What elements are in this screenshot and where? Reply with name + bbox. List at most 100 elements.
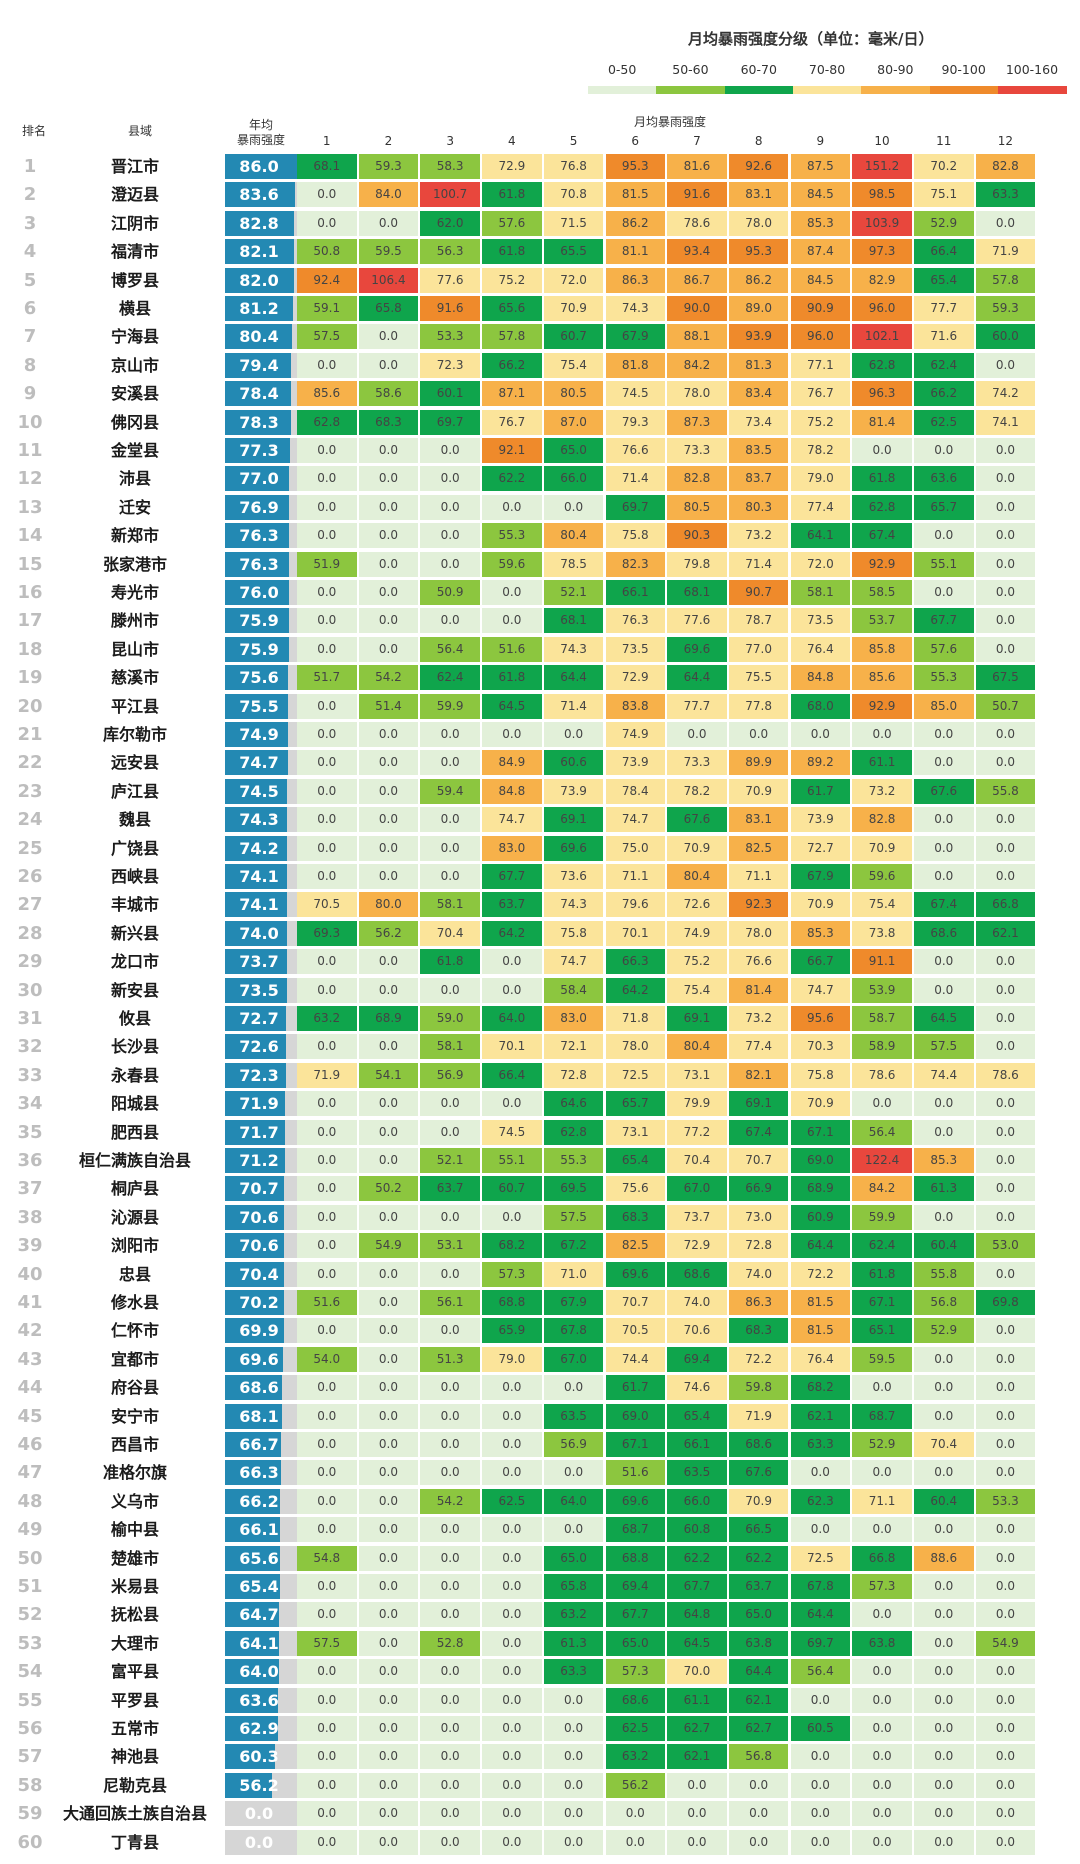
month-cell: 0.0 [358, 1744, 419, 1770]
month-cell: 89.9 [728, 750, 789, 776]
month-cell: 0.0 [790, 1517, 851, 1543]
month-cell: 69.0 [790, 1148, 851, 1173]
annual-bar [225, 977, 287, 1003]
annual-value: 75.9 [239, 639, 279, 659]
month-cell: 0.0 [358, 1346, 419, 1372]
month-cell: 70.9 [728, 1488, 789, 1514]
month-cell: 90.3 [667, 523, 727, 549]
month-cell: 0.0 [914, 1630, 974, 1656]
month-cell: 0.0 [975, 1091, 1036, 1117]
month-cell: 86.7 [667, 267, 727, 293]
month-cell: 62.1 [790, 1403, 851, 1429]
month-cell: 67.6 [728, 1460, 789, 1486]
month-cell: 67.5 [975, 665, 1036, 691]
annual-bar [225, 1006, 286, 1031]
month-cell: 62.5 [914, 409, 974, 435]
annual-value: 73.5 [239, 980, 279, 1000]
month-cell: 58.7 [852, 1006, 912, 1031]
month-cell: 70.9 [543, 296, 604, 321]
month-cell: 69.7 [790, 1630, 851, 1656]
annual-value: 74.7 [239, 753, 279, 773]
month-cell: 0.0 [358, 1659, 419, 1685]
month-cell: 67.7 [914, 608, 974, 634]
month-cell: 84.8 [482, 778, 542, 804]
month-cell: 95.3 [605, 154, 665, 179]
month-cell: 62.1 [728, 1687, 789, 1713]
county-name: 攸县 [118, 1009, 151, 1028]
month-cell: 75.0 [605, 835, 665, 861]
month-cell: 63.5 [667, 1460, 727, 1486]
month-cell: 88.6 [914, 1545, 974, 1571]
month-cell: 66.7 [790, 949, 851, 975]
month-cell: 60.7 [482, 1176, 542, 1202]
month-cell: 0.0 [914, 1517, 974, 1543]
month-cell: 0.0 [975, 1204, 1036, 1230]
month-cell: 0.0 [297, 977, 357, 1003]
annual-bar [225, 1375, 283, 1401]
month-cell: 72.9 [605, 665, 665, 691]
month-cell: 90.9 [790, 296, 851, 321]
month-cell: 0.0 [420, 1403, 480, 1429]
month-cell: 59.3 [975, 296, 1036, 321]
month-cell: 0.0 [420, 1517, 480, 1543]
month-cell: 74.7 [605, 807, 665, 833]
month-cell: 81.5 [790, 1290, 851, 1315]
month-cell: 62.8 [852, 494, 912, 520]
month-cell: 59.9 [852, 1204, 912, 1230]
annual-bar [225, 1574, 280, 1599]
month-cell: 0.0 [914, 1375, 974, 1401]
month-cell: 70.5 [605, 1318, 665, 1344]
county-name: 修水县 [110, 1293, 159, 1312]
annual-bar [225, 1488, 281, 1514]
month-cell: 74.9 [667, 920, 727, 946]
month-cell: 0.0 [975, 1403, 1036, 1429]
month-cell: 92.3 [728, 892, 789, 918]
month-cell: 0.0 [914, 722, 974, 747]
month-cell: 69.7 [420, 409, 480, 435]
month-cell: 65.4 [667, 1403, 727, 1429]
month-cell: 74.7 [482, 807, 542, 833]
month-cell: 0.0 [914, 523, 974, 549]
month-cell: 65.5 [543, 239, 604, 265]
annual-bar [225, 1148, 285, 1173]
month-cell: 0.0 [358, 1574, 419, 1599]
month-cell: 64.5 [667, 1630, 727, 1656]
county-name: 榆中县 [110, 1520, 159, 1540]
month-cell: 66.4 [914, 239, 974, 265]
month-cell: 64.0 [482, 1006, 542, 1031]
month-cell: 83.0 [482, 835, 542, 861]
month-cell: 74.7 [543, 949, 604, 975]
annual-value: 71.9 [239, 1094, 279, 1114]
month-cell: 77.0 [728, 636, 789, 662]
month-cell: 53.0 [975, 1233, 1036, 1259]
month-cell: 52.1 [543, 580, 604, 605]
legend-swatch [656, 86, 726, 94]
annual-bar [225, 778, 288, 804]
county-name: 富平县 [110, 1662, 159, 1682]
month-cell: 63.2 [605, 1744, 665, 1770]
month-cell: 0.0 [297, 1318, 357, 1344]
month-cell: 68.6 [667, 1261, 727, 1287]
month-cell: 0.0 [482, 1460, 542, 1486]
annual-value: 82.8 [239, 213, 279, 233]
month-cell: 0.0 [358, 1716, 419, 1741]
month-cell: 70.8 [543, 182, 604, 208]
month-cell: 0.0 [543, 1829, 604, 1855]
month-cell: 68.1 [543, 608, 604, 634]
month-cell: 67.6 [667, 807, 727, 833]
month-cell: 52.8 [420, 1630, 480, 1656]
month-cell: 0.0 [482, 1630, 542, 1656]
county-name: 魏县 [118, 810, 151, 830]
month-cell: 77.6 [667, 608, 727, 634]
month-cell: 59.9 [420, 693, 480, 719]
month-cell: 51.9 [297, 551, 357, 577]
annual-value: 66.2 [239, 1491, 279, 1511]
county-name: 桓仁满族自治县 [78, 1151, 191, 1170]
annual-bar [225, 807, 288, 833]
month-cell: 68.7 [852, 1403, 912, 1429]
month-cell: 69.7 [605, 494, 665, 520]
rank-number: 36 [17, 1150, 43, 1171]
month-cell: 72.1 [543, 1034, 604, 1060]
annual-bar [225, 466, 290, 492]
month-cell: 0.0 [420, 1375, 480, 1401]
